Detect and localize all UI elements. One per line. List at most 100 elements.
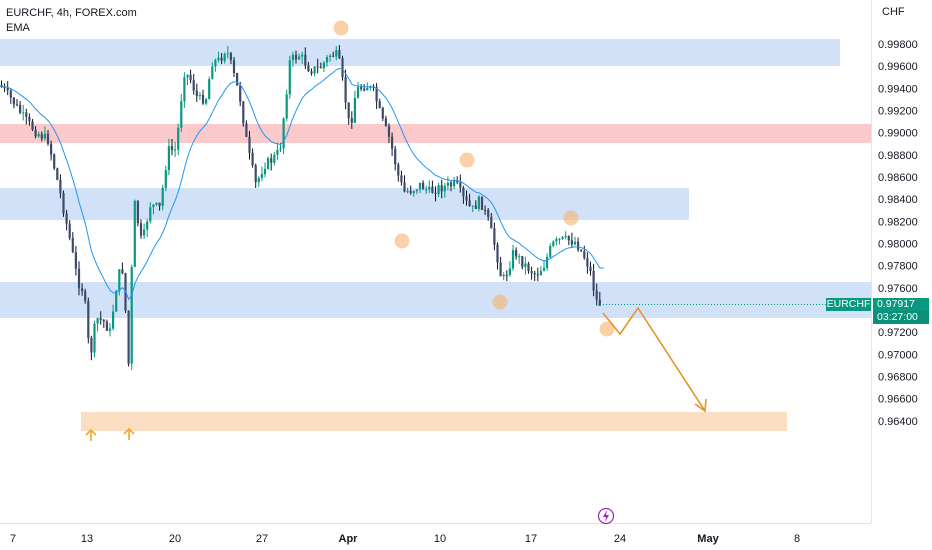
time-tick-label: 13	[81, 533, 93, 545]
resistance-zone-top[interactable]	[0, 39, 840, 66]
candle-body	[366, 87, 369, 91]
marker-circle	[333, 20, 349, 36]
candle-body	[155, 202, 158, 205]
candle-body	[267, 158, 270, 169]
candle-body	[397, 164, 400, 176]
candle-body	[592, 271, 595, 291]
candle-body	[87, 300, 90, 338]
candle-body	[505, 274, 508, 276]
candle-body	[453, 180, 456, 187]
candle-body	[363, 88, 366, 91]
candle-body	[536, 274, 539, 276]
candle-body	[356, 87, 360, 99]
marker-circle	[563, 210, 579, 226]
candle-body	[108, 328, 112, 331]
price-tick-label: 0.97600	[878, 283, 918, 295]
candle-body	[99, 318, 102, 320]
price-tick-label: 0.98400	[878, 194, 918, 206]
candle-body	[62, 193, 65, 214]
bar-countdown: 03:27:00	[873, 311, 929, 324]
time-tick-label: 20	[169, 533, 181, 545]
candles-group	[0, 45, 601, 371]
candle-body	[56, 168, 59, 180]
candle-body	[533, 273, 536, 275]
candle-body	[50, 143, 53, 155]
target-zone[interactable]	[81, 412, 787, 431]
candle-body	[183, 77, 186, 102]
candle-body	[71, 238, 74, 253]
candle-body	[12, 97, 15, 105]
candle-body	[28, 116, 31, 122]
candle-body	[186, 74, 189, 78]
time-tick-label: 24	[614, 533, 626, 545]
candle-body	[25, 112, 28, 117]
lightning-icon[interactable]	[597, 507, 615, 525]
symbol-title: EURCHF, 4h, FOREX.com	[6, 7, 137, 19]
candle-body	[9, 90, 12, 98]
time-tick-label: Apr	[339, 533, 359, 545]
candle-body	[291, 54, 294, 61]
candle-body	[189, 74, 192, 81]
support-zone-lower[interactable]	[0, 282, 871, 318]
candle-body	[96, 318, 99, 324]
time-tick-label: 17	[525, 533, 537, 545]
candle-body	[102, 319, 105, 322]
red-zone[interactable]	[0, 124, 871, 143]
price-tick-label: 0.98800	[878, 150, 918, 162]
projection-arrowhead	[694, 398, 707, 413]
candle-body	[332, 55, 335, 57]
candle-body	[409, 191, 412, 194]
candle-body	[353, 98, 356, 123]
candle-body	[6, 88, 9, 91]
candle-body	[360, 87, 363, 89]
candle-body	[43, 133, 46, 139]
candle-body	[350, 118, 353, 123]
candle-body	[245, 123, 248, 137]
candle-body	[561, 236, 564, 239]
candle-body	[0, 85, 3, 87]
candle-body	[195, 90, 198, 97]
projection-path[interactable]	[602, 306, 706, 412]
price-tick-label: 0.98200	[878, 216, 918, 228]
candle-body	[263, 168, 267, 175]
candle-body	[480, 196, 484, 210]
chart-legend[interactable]: EURCHF, 4h, FOREX.com EMA	[6, 6, 137, 36]
candle-body	[322, 62, 325, 69]
candle-body	[530, 271, 533, 274]
candle-body	[149, 207, 152, 222]
candle-body	[515, 250, 518, 257]
candle-body	[477, 196, 480, 209]
candle-body	[34, 129, 37, 137]
candle-body	[251, 152, 254, 166]
candle-body	[403, 182, 406, 192]
candle-body	[344, 77, 347, 103]
candle-body	[208, 79, 211, 100]
candle-body	[570, 240, 573, 245]
price-axis[interactable]: 0.99800 0.99600 0.99400 0.99200 0.99000 0.988…	[878, 39, 918, 428]
candle-body	[347, 102, 350, 119]
candle-body	[555, 238, 558, 242]
candle-body	[15, 104, 19, 106]
candle-body	[546, 256, 549, 268]
candle-body	[223, 53, 226, 61]
candle-body	[170, 146, 174, 150]
candle-body	[496, 244, 499, 263]
candle-body	[400, 175, 403, 183]
price-tick-label: 0.98600	[878, 172, 918, 184]
support-zone-middle[interactable]	[0, 188, 689, 220]
candle-body	[217, 57, 220, 61]
candle-body	[248, 136, 251, 153]
candle-body	[174, 149, 177, 151]
time-tick-label: 8	[794, 533, 800, 545]
candle-body	[236, 73, 239, 86]
candle-body	[242, 101, 245, 124]
candle-body	[552, 241, 555, 246]
candle-body	[3, 86, 6, 89]
candle-body	[139, 223, 143, 236]
price-tick-label: 0.98000	[878, 239, 918, 251]
time-axis[interactable]: 7 13 20 27 Apr 10 17 24 May 8	[10, 533, 800, 545]
candle-body	[19, 104, 22, 113]
marker-circle	[394, 233, 410, 249]
candle-body	[77, 268, 81, 289]
